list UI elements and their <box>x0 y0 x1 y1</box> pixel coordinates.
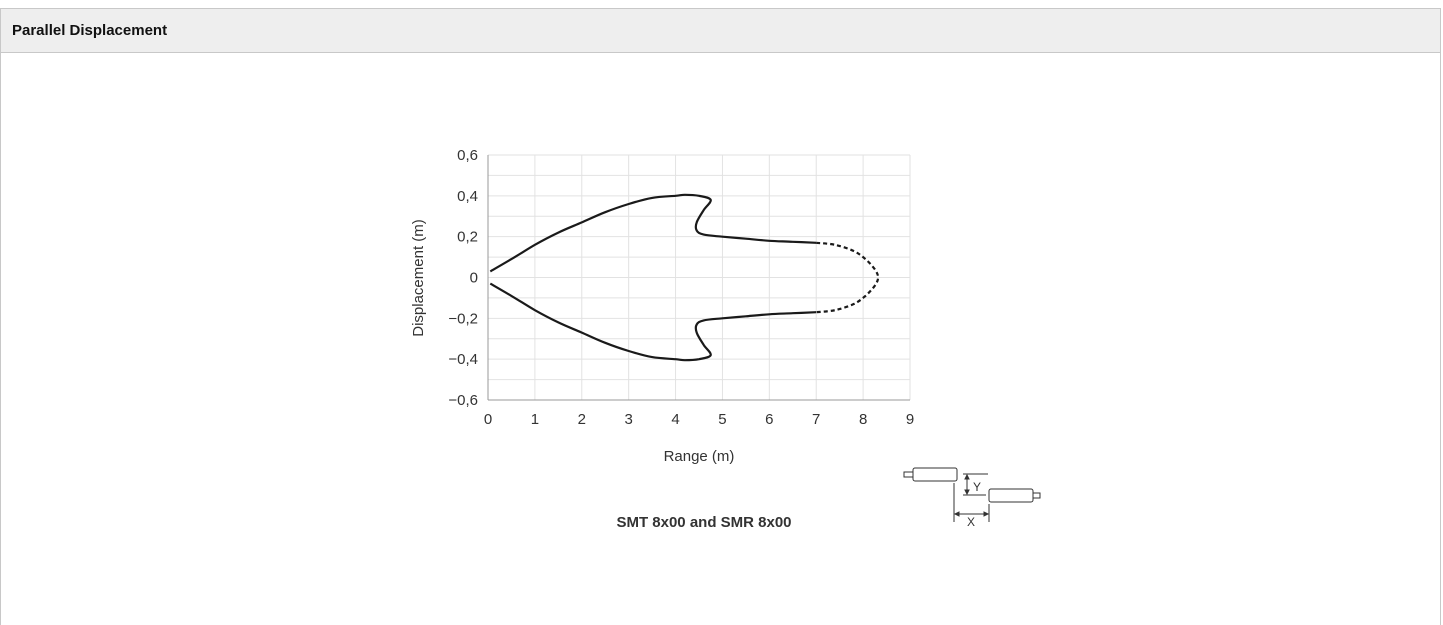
y-tick-label: 0 <box>470 270 478 287</box>
x-axis-label: Range (m) <box>664 448 735 465</box>
transmitter-sensor-icon <box>903 467 958 482</box>
receiver-sensor-icon <box>988 488 1041 503</box>
y-tick-label: 0,4 <box>457 188 478 205</box>
y-tick-label: −0,4 <box>448 351 478 368</box>
series-lower-curve <box>489 282 817 362</box>
chart-curves <box>489 193 880 362</box>
sensor-displacement-diagram <box>903 467 1041 522</box>
x-tick-label: 1 <box>531 411 539 428</box>
panel-header: Parallel Displacement <box>1 9 1440 53</box>
panel-title: Parallel Displacement <box>12 22 168 39</box>
x-tick-label: 7 <box>812 411 820 428</box>
x-tick-label: 5 <box>718 411 726 428</box>
y-dimension-label: Y <box>973 480 981 494</box>
x-tick-label: 4 <box>671 411 679 428</box>
x-dimension-label: X <box>967 515 975 529</box>
x-tick-label: 8 <box>859 411 867 428</box>
chart-axes <box>487 155 910 401</box>
x-tick-label: 2 <box>578 411 586 428</box>
chart-subtitle: SMT 8x00 and SMR 8x00 <box>616 514 791 531</box>
y-tick-label: −0,2 <box>448 310 478 327</box>
arrow-heads <box>953 473 990 517</box>
chart-grid <box>487 154 911 401</box>
y-tick-labels: 0,6 0,4 0,2 0 −0,2 −0,4 −0,6 <box>448 147 478 409</box>
y-tick-label: 0,2 <box>457 229 478 246</box>
y-axis-label: Displacement (m) <box>410 219 427 337</box>
x-tick-label: 3 <box>624 411 632 428</box>
x-tick-labels: 0 1 2 3 4 5 6 7 8 9 <box>484 411 914 428</box>
y-tick-label: 0,6 <box>457 147 478 164</box>
parallel-displacement-panel: Parallel Displacement <box>0 8 1441 625</box>
x-tick-label: 6 <box>765 411 773 428</box>
x-tick-label: 9 <box>906 411 914 428</box>
series-upper-curve <box>489 193 817 273</box>
x-tick-label: 0 <box>484 411 492 428</box>
y-tick-label: −0,6 <box>448 392 478 409</box>
